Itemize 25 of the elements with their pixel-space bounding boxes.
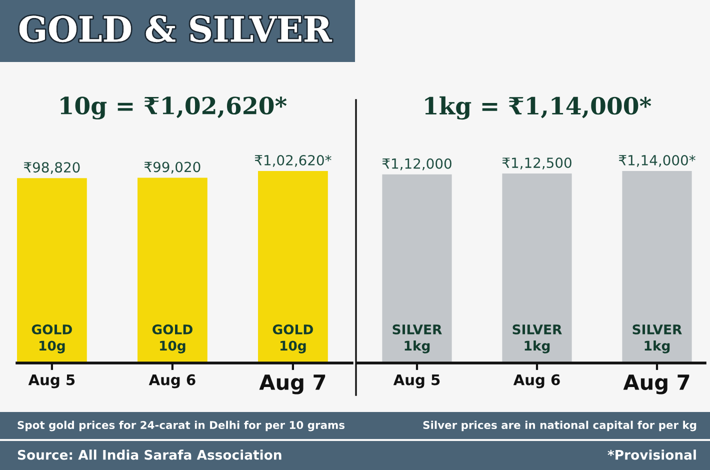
data-label: ₹99,020 xyxy=(144,162,200,174)
text: *Provisional xyxy=(608,450,696,460)
chart-subtitle: 10g = ₹1,02,620* xyxy=(60,96,287,120)
x-tick-label: Aug 7 xyxy=(259,374,326,394)
data-label: ₹98,820 xyxy=(24,162,80,174)
x-tick-label: Aug 7 xyxy=(623,374,690,394)
annotation: SILVER 1kg xyxy=(512,324,562,354)
x-tick-label: Aug 5 xyxy=(28,374,75,388)
x-tick-label: Aug 6 xyxy=(148,374,196,388)
text: Silver prices are in national capital for per kg xyxy=(423,420,696,432)
data-label: ₹1,12,000 xyxy=(382,158,452,170)
chart-subtitle: 1kg = ₹1,14,000* xyxy=(425,96,652,120)
data-label: ₹1,02,620* xyxy=(254,154,332,167)
chart-title: GOLD & SILVER xyxy=(19,16,332,42)
x-tick-label: Aug 6 xyxy=(513,374,560,388)
annotation: GOLD 10g xyxy=(152,324,192,354)
source-note: Source: All India Sarafa Association xyxy=(18,450,282,460)
annotation: GOLD 10g xyxy=(32,324,72,354)
text: Spot gold prices for 24-carat in Delhi for per 10 grams xyxy=(18,420,345,432)
x-tick-label: Aug 5 xyxy=(393,374,440,388)
annotation: SILVER 1kg xyxy=(392,324,442,354)
data-label: ₹1,12,500 xyxy=(502,158,572,170)
annotation: SILVER 1kg xyxy=(632,324,682,354)
data-label: ₹1,14,000* xyxy=(618,154,696,167)
annotation: GOLD 10g xyxy=(272,324,313,354)
